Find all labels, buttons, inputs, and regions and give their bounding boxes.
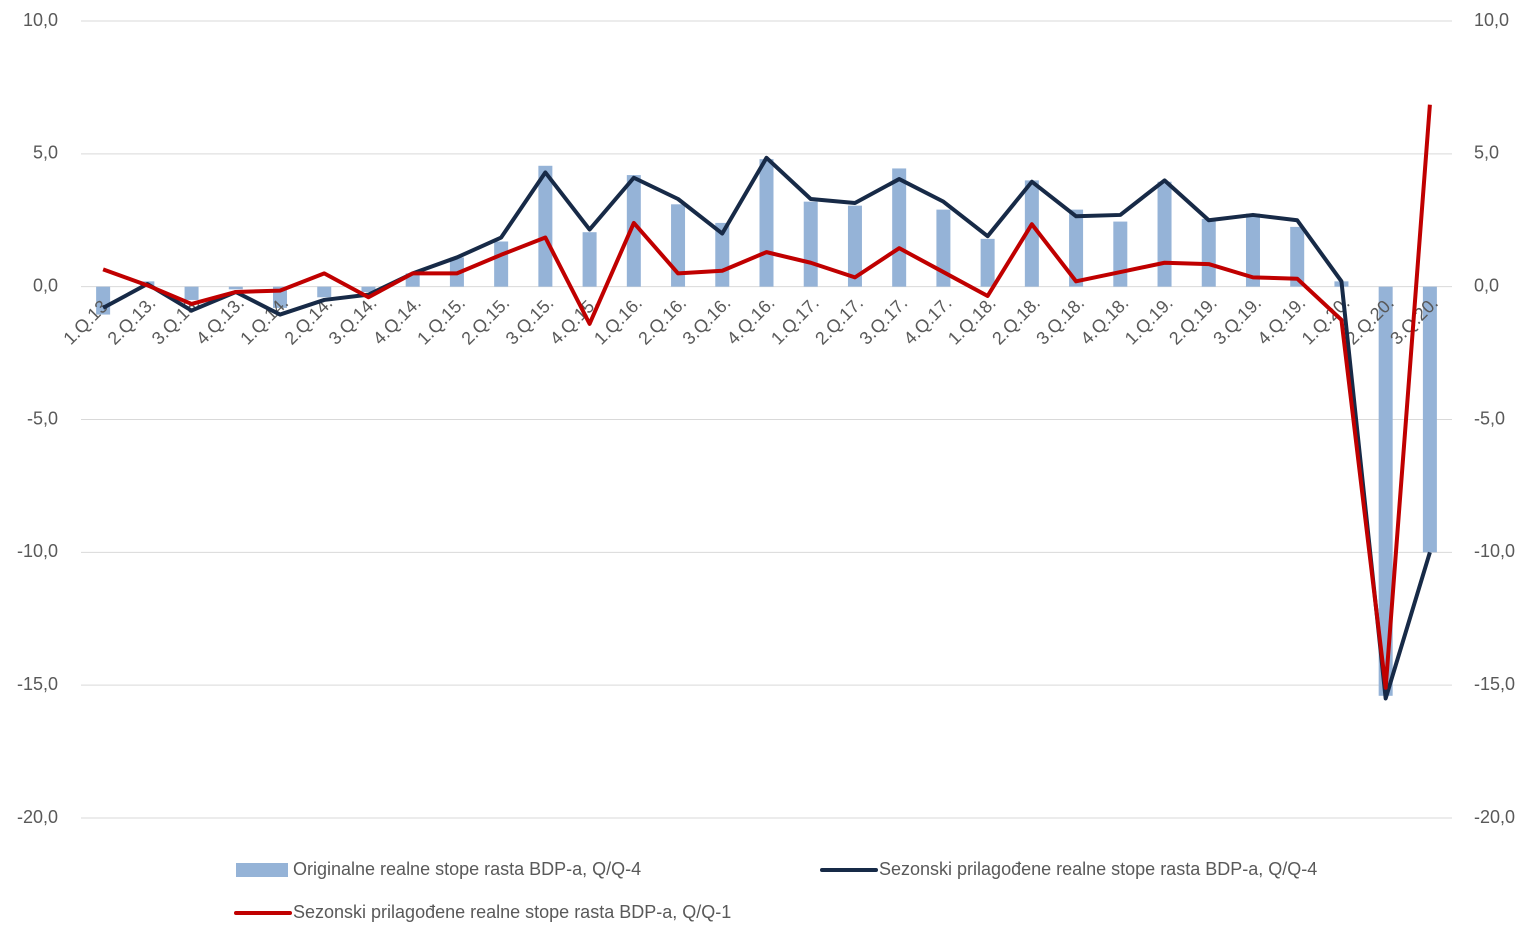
y2-tick-label: -20,0: [1474, 807, 1515, 827]
bar: [228, 286, 243, 290]
x-tick-label: 1.Q.13.: [59, 293, 115, 349]
x-tick-label: 4.Q.18.: [1077, 293, 1133, 349]
x-tick-label: 3.Q.19.: [1209, 293, 1265, 349]
x-tick-label: 4.Q.17.: [900, 293, 956, 349]
bar: [538, 165, 553, 287]
x-tick-label: 4.Q.19.: [1254, 293, 1310, 349]
x-tick-label: 2.Q.18.: [988, 293, 1044, 349]
x-tick-label: 4.Q.16.: [723, 293, 779, 349]
legend-label: Sezonski prilagođene realne stope rasta …: [293, 902, 731, 922]
bar: [1113, 221, 1128, 287]
y-tick-label: -20,0: [17, 807, 58, 827]
x-tick-label: 3.Q.14.: [325, 293, 381, 349]
bar: [494, 241, 509, 287]
bar: [759, 159, 774, 287]
x-tick-label: 4.Q.15.: [546, 293, 602, 349]
bar: [892, 168, 907, 287]
y-tick-label: -10,0: [17, 541, 58, 561]
bar: [184, 286, 199, 300]
legend-swatch: [236, 863, 288, 877]
y-tick-label: -15,0: [17, 674, 58, 694]
bar: [1378, 286, 1393, 696]
legend-label: Sezonski prilagođene realne stope rasta …: [879, 859, 1317, 879]
x-tick-label: 1.Q.19.: [1121, 293, 1177, 349]
bar: [980, 238, 995, 287]
bar: [1422, 286, 1437, 553]
y-tick-label: 0,0: [33, 275, 58, 295]
x-tick-label: 3.Q.15.: [502, 293, 558, 349]
x-tick-label: 1.Q.18.: [944, 293, 1000, 349]
x-tick-label: 4.Q.14.: [369, 293, 425, 349]
x-tick-label: 1.Q.17.: [767, 293, 823, 349]
y2-tick-label: -15,0: [1474, 674, 1515, 694]
bar: [936, 209, 951, 287]
y2-tick-label: 0,0: [1474, 275, 1499, 295]
bar: [1201, 218, 1216, 287]
y-tick-label: 10,0: [23, 10, 58, 30]
x-tick-label: 2.Q.15.: [457, 293, 513, 349]
bar: [626, 175, 641, 287]
y2-tick-label: -5,0: [1474, 408, 1505, 428]
x-tick-label: 2.Q.17.: [811, 293, 867, 349]
y2-tick-label: -10,0: [1474, 541, 1515, 561]
bar: [1069, 209, 1084, 287]
x-tick-label: 3.Q.18.: [1032, 293, 1088, 349]
line: [102, 155, 1432, 701]
bar: [361, 286, 376, 292]
x-tick-label: 2.Q.19.: [1165, 293, 1221, 349]
legend-label: Originalne realne stope rasta BDP-a, Q/Q…: [293, 859, 641, 879]
x-tick-label: 1.Q.15.: [413, 293, 469, 349]
bar: [847, 205, 862, 287]
bar: [1024, 180, 1039, 287]
line: [102, 104, 1432, 690]
y-tick-label: -5,0: [27, 408, 58, 428]
y-tick-label: 5,0: [33, 143, 58, 163]
bar: [317, 286, 332, 298]
bar: [1157, 181, 1172, 287]
x-tick-label: 1.Q.14.: [236, 293, 292, 349]
bar: [671, 204, 686, 287]
bar: [803, 201, 818, 287]
y2-tick-label: 10,0: [1474, 10, 1509, 30]
bar: [1245, 213, 1260, 287]
bar: [1290, 226, 1305, 287]
bar: [582, 232, 597, 287]
x-tick-label: 3.Q.16.: [679, 293, 735, 349]
x-tick-label: 3.Q.17.: [855, 293, 911, 349]
y2-tick-label: 5,0: [1474, 143, 1499, 163]
x-tick-label: 2.Q.16.: [634, 293, 690, 349]
